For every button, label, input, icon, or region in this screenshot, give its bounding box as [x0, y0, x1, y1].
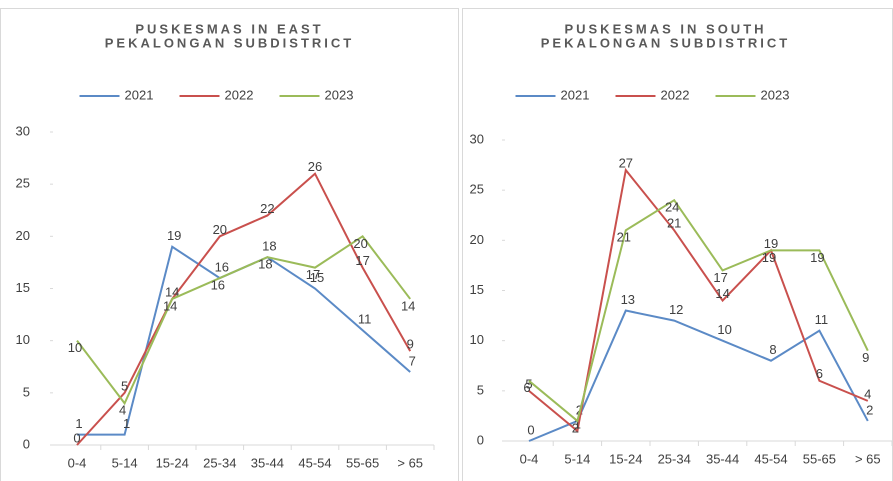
- data-label: 10: [68, 340, 82, 355]
- x-tick-label: 35-44: [251, 455, 284, 470]
- data-label: 27: [619, 156, 633, 171]
- x-tick-label: 25-34: [203, 455, 236, 470]
- series-line: [76, 172, 412, 446]
- data-label: 21: [667, 216, 681, 231]
- data-label: 16: [215, 260, 229, 275]
- data-label: 12: [669, 302, 683, 317]
- x-tick-label: 45-54: [298, 455, 331, 470]
- data-label: 19: [764, 236, 778, 251]
- data-label: 24: [665, 200, 679, 215]
- panel-border: [0, 8, 459, 481]
- series-line: [76, 234, 411, 406]
- x-tick-label: 55-65: [346, 455, 379, 470]
- legend-label: 2023: [325, 87, 354, 102]
- data-label: 13: [621, 292, 635, 307]
- x-tick-label: 55-65: [803, 451, 836, 466]
- data-label: 18: [262, 239, 276, 254]
- y-tick-label: 5: [477, 382, 484, 397]
- x-tick-label: 5-14: [564, 451, 590, 466]
- data-label: 1: [574, 416, 581, 431]
- data-label: 19: [762, 250, 776, 265]
- x-tick-label: 25-34: [658, 451, 691, 466]
- data-label: 1: [75, 416, 82, 431]
- data-label: 16: [211, 278, 225, 293]
- y-tick-label: 30: [16, 123, 30, 138]
- y-tick-label: 0: [23, 436, 30, 451]
- data-label: 14: [165, 284, 179, 299]
- data-label: 4: [119, 403, 126, 418]
- y-tick-label: 5: [23, 384, 30, 399]
- y-tick-label: 20: [16, 228, 30, 243]
- y-tick-label: 15: [16, 280, 30, 295]
- data-label: 22: [260, 201, 274, 216]
- series-line: [528, 309, 869, 442]
- data-label: 17: [355, 253, 369, 268]
- data-label: 1: [123, 416, 130, 431]
- data-label: 17: [306, 267, 320, 282]
- y-tick-label: 15: [470, 282, 484, 297]
- data-label: 21: [617, 230, 631, 245]
- y-tick-label: 25: [470, 182, 484, 197]
- legend-label: 2022: [225, 87, 254, 102]
- legend-label: 2022: [661, 87, 690, 102]
- data-label: 2: [866, 402, 873, 417]
- y-tick-label: 10: [470, 332, 484, 347]
- x-tick-label: 0-4: [520, 451, 539, 466]
- data-label: 20: [353, 236, 367, 251]
- chart-title: PUSKESMAS IN SOUTH: [564, 21, 766, 36]
- data-label: 14: [401, 298, 415, 313]
- x-tick-label: 15-24: [156, 455, 189, 470]
- data-label: 14: [163, 298, 177, 313]
- data-label: 6: [523, 380, 530, 395]
- legend-label: 2023: [761, 87, 790, 102]
- data-label: 15: [310, 270, 324, 285]
- data-label: 0: [73, 430, 80, 445]
- data-label: 14: [715, 286, 729, 301]
- data-label: 2: [572, 420, 579, 435]
- legend-label: 2021: [125, 87, 154, 102]
- data-label: 9: [862, 350, 869, 365]
- data-label: 9: [407, 337, 414, 352]
- x-tick-label: 0-4: [68, 455, 87, 470]
- data-label: 5: [121, 378, 128, 393]
- data-label: 8: [769, 342, 776, 357]
- y-tick-label: 20: [470, 232, 484, 247]
- y-tick-label: 0: [477, 432, 484, 447]
- y-tick-label: 30: [470, 131, 484, 146]
- x-tick-label: > 65: [397, 455, 423, 470]
- x-tick-label: 45-54: [754, 451, 787, 466]
- chart-title: PEKALONGAN SUBDISTRICT: [541, 35, 790, 50]
- data-label: 7: [409, 353, 416, 368]
- data-label: 4: [864, 386, 871, 401]
- data-label: 26: [308, 159, 322, 174]
- legend-label: 2021: [561, 87, 590, 102]
- data-label: 11: [815, 312, 829, 327]
- x-tick-label: 15-24: [609, 451, 642, 466]
- series-line: [77, 245, 411, 436]
- series-line: [528, 198, 869, 423]
- series-line: [528, 167, 869, 433]
- data-label: 6: [816, 366, 823, 381]
- data-label: 0: [527, 422, 534, 437]
- y-tick-label: 25: [16, 176, 30, 191]
- panel-border: [462, 8, 893, 481]
- x-tick-label: > 65: [855, 451, 881, 466]
- data-label: 19: [810, 250, 824, 265]
- data-label: 18: [258, 257, 272, 272]
- data-label: 5: [525, 376, 532, 391]
- chart-title: PUSKESMAS IN EAST: [135, 21, 323, 36]
- data-label: 11: [358, 312, 372, 327]
- data-label: 10: [717, 322, 731, 337]
- x-tick-label: 5-14: [112, 455, 138, 470]
- x-tick-label: 35-44: [706, 451, 739, 466]
- data-label: 20: [213, 222, 227, 237]
- data-label: 19: [167, 228, 181, 243]
- chart-title: PEKALONGAN SUBDISTRICT: [105, 35, 354, 50]
- data-label: 17: [713, 270, 727, 285]
- y-tick-label: 10: [16, 332, 30, 347]
